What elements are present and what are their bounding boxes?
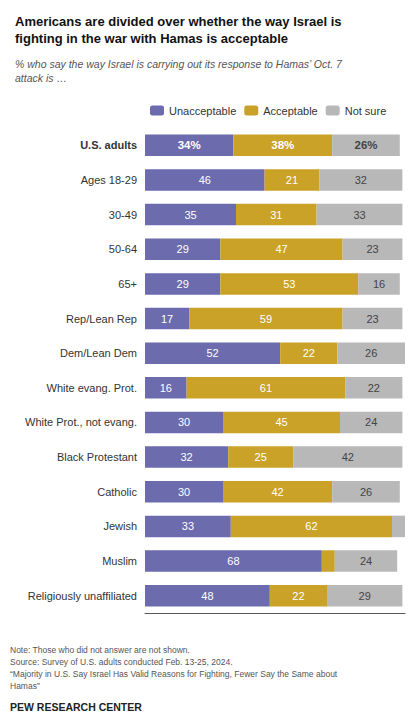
svg-text:Muslim: Muslim xyxy=(102,555,137,567)
svg-text:30: 30 xyxy=(178,416,190,428)
svg-text:Ages 18-29: Ages 18-29 xyxy=(81,174,137,186)
svg-text:48: 48 xyxy=(201,590,213,602)
svg-text:16: 16 xyxy=(373,278,385,290)
svg-text:Source: Survey of U.S. adults: Source: Survey of U.S. adults conducted … xyxy=(10,657,233,667)
svg-text:61: 61 xyxy=(260,382,272,394)
svg-text:Unacceptable: Unacceptable xyxy=(169,105,236,117)
svg-text:29: 29 xyxy=(177,278,189,290)
svg-text:22: 22 xyxy=(368,382,380,394)
svg-text:attack is …: attack is … xyxy=(15,72,67,84)
svg-text:26: 26 xyxy=(360,486,372,498)
svg-text:50-64: 50-64 xyxy=(109,243,137,255)
svg-text:42: 42 xyxy=(342,451,354,463)
svg-text:16: 16 xyxy=(160,382,172,394)
svg-text:Dem/Lean Dem: Dem/Lean Dem xyxy=(60,347,137,359)
svg-text:Religiously unaffiliated: Religiously unaffiliated xyxy=(28,590,137,602)
svg-text:30: 30 xyxy=(178,486,190,498)
svg-text:38%: 38% xyxy=(271,139,294,151)
svg-text:fighting in the war with Hamas: fighting in the war with Hamas is accept… xyxy=(15,31,288,46)
svg-text:34%: 34% xyxy=(178,139,201,151)
svg-text:33: 33 xyxy=(353,209,365,221)
svg-text:30-49: 30-49 xyxy=(109,209,137,221)
svg-text:23: 23 xyxy=(366,313,378,325)
svg-text:24: 24 xyxy=(360,555,372,567)
svg-text:52: 52 xyxy=(206,347,218,359)
svg-text:25: 25 xyxy=(255,451,267,463)
svg-text:29: 29 xyxy=(177,243,189,255)
svg-text:White evang. Prot.: White evang. Prot. xyxy=(47,382,138,394)
svg-text:PEW RESEARCH CENTER: PEW RESEARCH CENTER xyxy=(10,701,142,713)
svg-text:32: 32 xyxy=(180,451,192,463)
svg-text:22: 22 xyxy=(292,590,304,602)
svg-text:45: 45 xyxy=(275,416,287,428)
svg-text:Hamas”: Hamas” xyxy=(10,681,40,691)
svg-text:Rep/Lean Rep: Rep/Lean Rep xyxy=(66,313,137,325)
svg-text:17: 17 xyxy=(161,313,173,325)
svg-text:26: 26 xyxy=(365,347,377,359)
svg-text:Black Protestant: Black Protestant xyxy=(57,451,137,463)
svg-text:26%: 26% xyxy=(354,139,377,151)
svg-text:Note: Those who did not answer: Note: Those who did not answer are not s… xyxy=(10,645,190,655)
svg-text:White Prot., not evang.: White Prot., not evang. xyxy=(25,416,137,428)
svg-text:47: 47 xyxy=(275,243,287,255)
svg-text:35: 35 xyxy=(184,209,196,221)
svg-text:U.S. adults: U.S. adults xyxy=(80,139,137,151)
svg-text:Not sure: Not sure xyxy=(345,105,387,117)
svg-text:42: 42 xyxy=(271,486,283,498)
svg-text:“Majority in U.S. Say Israel H: “Majority in U.S. Say Israel Has Valid R… xyxy=(10,669,338,679)
svg-text:Acceptable: Acceptable xyxy=(263,105,317,117)
svg-text:31: 31 xyxy=(270,209,282,221)
svg-text:24: 24 xyxy=(365,416,377,428)
svg-text:22: 22 xyxy=(303,347,315,359)
svg-text:53: 53 xyxy=(283,278,295,290)
svg-text:Catholic: Catholic xyxy=(97,486,137,498)
svg-text:59: 59 xyxy=(260,313,272,325)
svg-text:68: 68 xyxy=(227,555,239,567)
svg-text:Americans are divided over whe: Americans are divided over whether the w… xyxy=(15,14,342,29)
svg-text:62: 62 xyxy=(305,520,317,532)
svg-text:33: 33 xyxy=(182,520,194,532)
svg-text:46: 46 xyxy=(199,174,211,186)
svg-text:29: 29 xyxy=(359,590,371,602)
svg-text:23: 23 xyxy=(366,243,378,255)
svg-text:Jewish: Jewish xyxy=(103,520,137,532)
svg-text:21: 21 xyxy=(286,174,298,186)
svg-text:65+: 65+ xyxy=(118,278,137,290)
svg-text:% who say the way Israel is ca: % who say the way Israel is carrying out… xyxy=(15,58,343,70)
svg-text:32: 32 xyxy=(355,174,367,186)
